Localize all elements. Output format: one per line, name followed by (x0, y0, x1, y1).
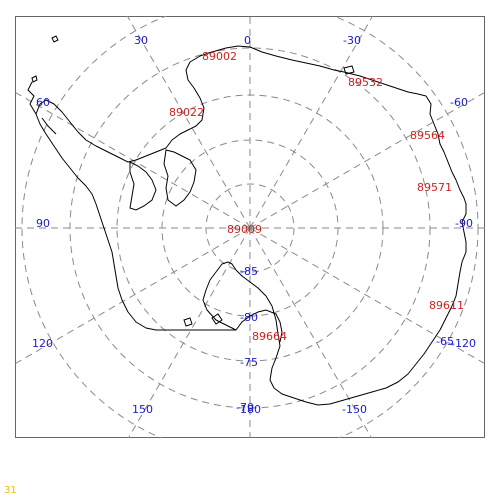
longitude-labels: 0 -30 -60 -90 -120 -150 180 150 120 90 6… (32, 34, 476, 416)
lon-label-0: 0 (244, 34, 251, 47)
lat-label-75: -75 (240, 356, 258, 369)
lon-label-180: 180 (240, 403, 261, 416)
ronne-ice-shelf (129, 161, 157, 211)
lon-label-m90: -90 (455, 217, 473, 230)
lat-label-85: -85 (240, 265, 258, 278)
lon-label-m120: -120 (451, 337, 476, 350)
islands (31, 35, 355, 327)
lon-label-30: 30 (134, 34, 148, 47)
lat-circle-85 (205, 183, 295, 273)
lat-label-70: -70 (236, 401, 254, 414)
station-89664[interactable]: 89664 (252, 330, 287, 343)
station-89022[interactable]: 89022 (169, 106, 204, 119)
station-89611[interactable]: 89611 (429, 299, 464, 312)
lon-label-150: 150 (132, 403, 153, 416)
lat-label-80: -80 (240, 311, 258, 324)
filchner-ice-shelf (163, 149, 197, 207)
station-labels: 89002 89022 89532 89564 89571 89611 8966… (169, 50, 464, 343)
station-89009[interactable]: 89009 (227, 223, 262, 236)
ross-ice-shelf (235, 309, 283, 343)
station-89564[interactable]: 89564 (410, 129, 445, 142)
station-89571[interactable]: 89571 (417, 181, 452, 194)
lon-label-m60: -60 (450, 96, 468, 109)
lon-label-60: 60 (36, 96, 50, 109)
antarctic-peninsula (27, 81, 57, 135)
lon-label-120: 120 (32, 337, 53, 350)
lat-label-65: -65 (436, 335, 454, 348)
lon-label-m150: -150 (342, 403, 367, 416)
station-89002[interactable]: 89002 (202, 50, 237, 63)
latitude-labels: -65 -70 -75 -80 -85 (236, 265, 454, 414)
station-89532[interactable]: 89532 (348, 76, 383, 89)
lon-label-m30: -30 (343, 34, 361, 47)
lon-label-90: 90 (36, 217, 50, 230)
frame-number: 31 (4, 485, 17, 496)
antarctica-coastline (35, 45, 467, 406)
